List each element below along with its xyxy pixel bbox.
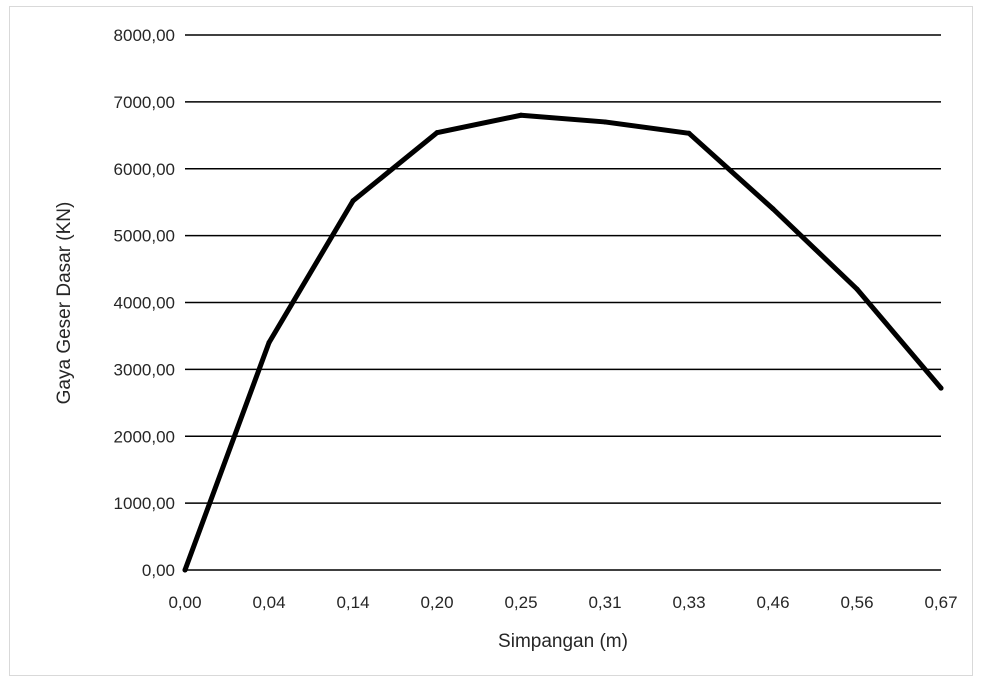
data-point (854, 286, 860, 292)
x-tick-label: 0,04 (252, 593, 285, 612)
y-tick-label: 3000,00 (114, 360, 175, 379)
data-point (938, 385, 944, 391)
series-line (182, 112, 944, 573)
x-tick-label: 0,14 (336, 593, 369, 612)
x-tick-label: 0,31 (588, 593, 621, 612)
x-tick-labels: 0,00 0,04 0,14 0,20 0,25 0,31 0,33 0,46 0,56 0,67 (168, 593, 957, 612)
data-point (602, 119, 608, 125)
y-tick-label: 2000,00 (114, 427, 175, 446)
x-tick-label: 0,20 (420, 593, 453, 612)
data-point (770, 206, 776, 212)
data-point (518, 112, 524, 118)
x-tick-label: 0,25 (504, 593, 537, 612)
data-point (182, 567, 188, 573)
y-tick-label: 8000,00 (114, 26, 175, 45)
series-layer (182, 112, 944, 573)
data-point (434, 130, 440, 136)
x-tick-label: 0,33 (672, 593, 705, 612)
data-point (350, 198, 356, 204)
x-tick-label: 0,67 (924, 593, 957, 612)
y-axis-title: Gaya Geser Dasar (KN) (54, 202, 75, 405)
x-axis-title: Simpangan (m) (498, 631, 628, 652)
chart-frame (9, 6, 973, 676)
y-tick-label: 4000,00 (114, 294, 175, 313)
data-point (266, 340, 272, 346)
x-tick-label: 0,46 (756, 593, 789, 612)
x-tick-label: 0,56 (840, 593, 873, 612)
y-tick-label: 0,00 (142, 561, 175, 580)
y-tick-label: 1000,00 (114, 494, 175, 513)
y-tick-label: 6000,00 (114, 160, 175, 179)
y-tick-label: 7000,00 (114, 93, 175, 112)
x-tick-label: 0,00 (168, 593, 201, 612)
data-point (686, 130, 692, 136)
gridlines (185, 34, 941, 571)
y-tick-labels: 0,00 1000,00 2000,00 3000,00 4000,00 5000,00 6… (114, 26, 175, 580)
y-tick-label: 5000,00 (114, 227, 175, 246)
